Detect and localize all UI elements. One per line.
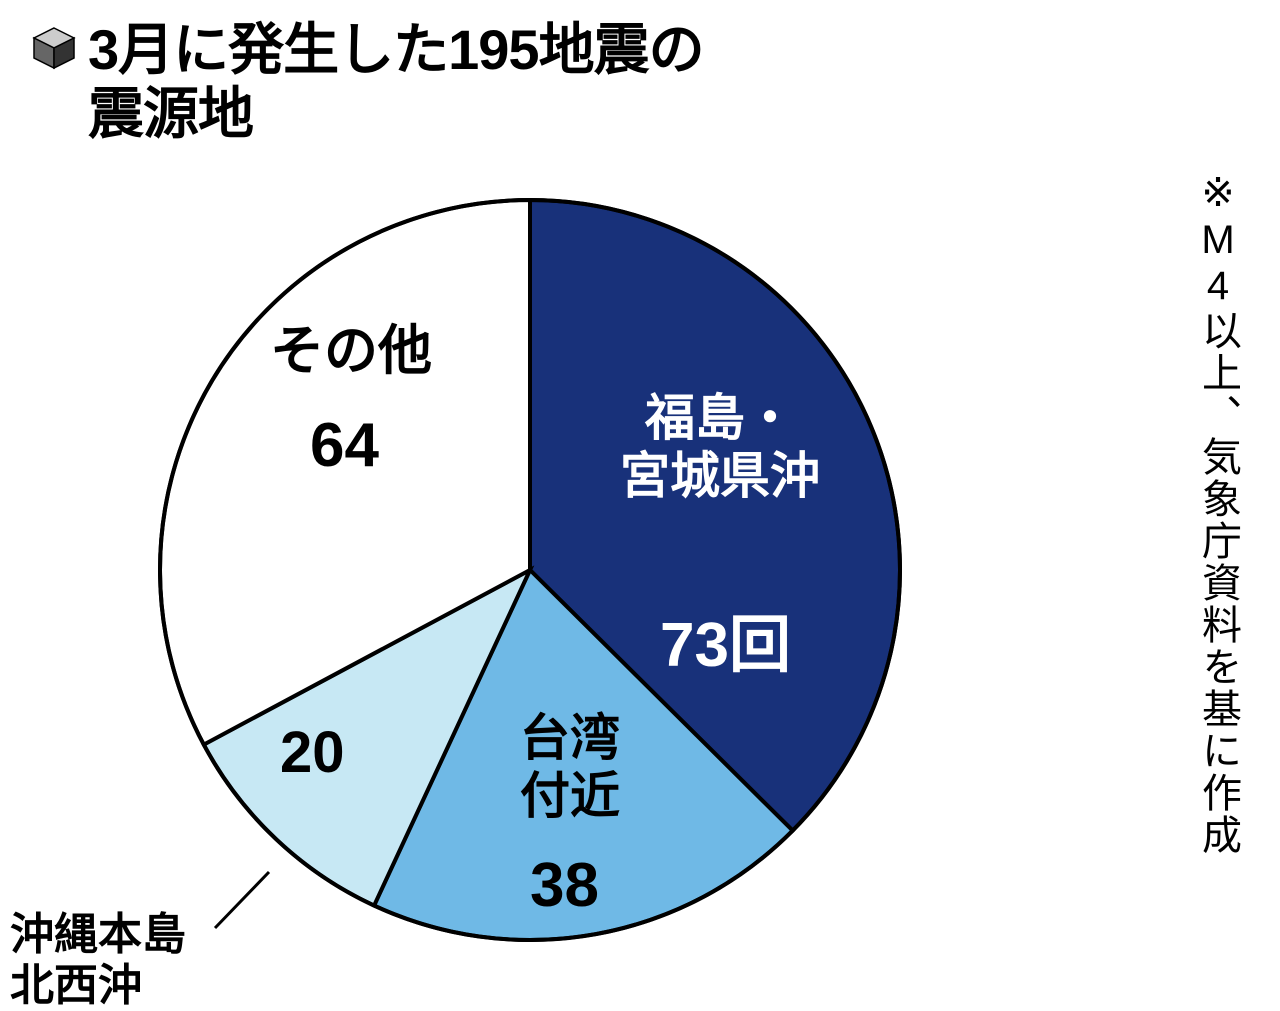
pie-svg xyxy=(60,170,1000,1010)
title-text: 3月に発生した195地震の 震源地 xyxy=(88,18,704,147)
cube-bullet-icon xyxy=(30,24,78,72)
chart-title: 3月に発生した195地震の 震源地 xyxy=(30,18,704,147)
footnote-text: ※M4以上、気象庁資料を基に作成 xyxy=(1190,170,1246,856)
slice-name-outside: 沖縄本島北西沖 xyxy=(10,910,186,1011)
leader-line xyxy=(215,872,269,928)
title-line-1: 3月に発生した195地震の xyxy=(88,18,704,81)
title-line-2: 震源地 xyxy=(88,82,253,145)
footnote: ※M4以上、気象庁資料を基に作成 xyxy=(910,170,1246,856)
pie-chart: 福島・宮城県沖73回台湾付近3820沖縄本島北西沖その他64 xyxy=(60,170,960,990)
